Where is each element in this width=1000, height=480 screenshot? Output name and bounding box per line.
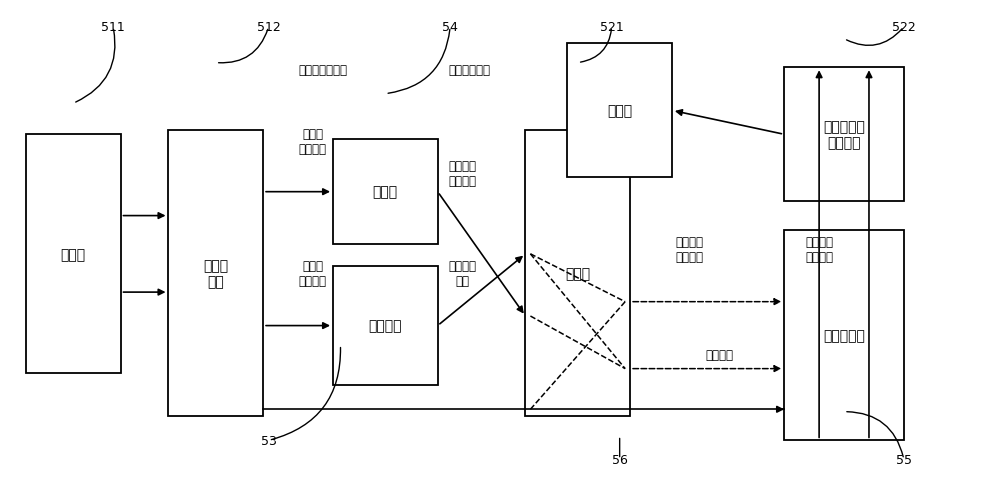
Text: 第二路
高频信号: 第二路 高频信号 <box>299 259 327 288</box>
Text: 55: 55 <box>896 453 912 466</box>
Text: 放大信号: 放大信号 <box>705 348 733 361</box>
Text: 显示器: 显示器 <box>607 104 632 118</box>
Bar <box>333 266 438 385</box>
Bar <box>567 44 672 178</box>
Text: 相位差的
正弦信号: 相位差的 正弦信号 <box>805 236 833 264</box>
Text: 相位差的
余弦信号: 相位差的 余弦信号 <box>675 236 703 264</box>
Text: 54: 54 <box>442 21 458 34</box>
Text: 511: 511 <box>101 21 125 34</box>
Text: 土壤水分
感知信号: 土壤水分 感知信号 <box>448 159 476 187</box>
Bar <box>784 230 904 441</box>
Text: 振荡器: 振荡器 <box>61 247 86 261</box>
Text: 正交参考
信号: 正交参考 信号 <box>448 259 476 288</box>
Text: 53: 53 <box>261 434 277 447</box>
Text: 相移器: 相移器 <box>373 185 398 199</box>
Text: 同相参考信号: 同相参考信号 <box>448 64 490 77</box>
Text: 第一路高频信号: 第一路高频信号 <box>299 64 348 77</box>
Bar <box>168 130 263 417</box>
Text: 低通滤波器: 低通滤波器 <box>823 328 865 342</box>
Text: 第三路
高频信号: 第三路 高频信号 <box>299 128 327 156</box>
Text: 土壤探针: 土壤探针 <box>369 319 402 333</box>
Bar <box>26 135 121 373</box>
Text: 缓冲放
大器: 缓冲放 大器 <box>203 258 228 288</box>
Text: 512: 512 <box>257 21 281 34</box>
Text: 522: 522 <box>892 21 916 34</box>
Text: 可变增益仪
表放大器: 可变增益仪 表放大器 <box>823 120 865 150</box>
Text: 521: 521 <box>600 21 624 34</box>
Text: 56: 56 <box>612 453 628 466</box>
Bar <box>525 130 630 417</box>
Text: 乘法器: 乘法器 <box>565 266 590 280</box>
Bar <box>333 140 438 245</box>
Bar <box>784 68 904 202</box>
